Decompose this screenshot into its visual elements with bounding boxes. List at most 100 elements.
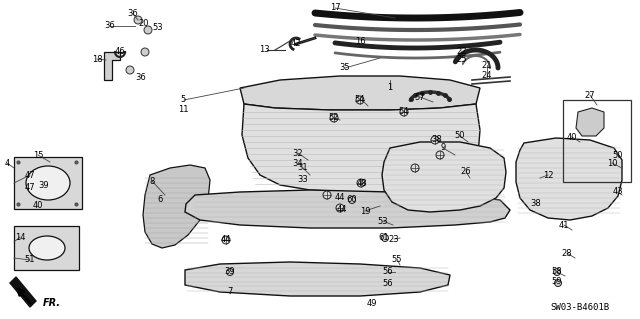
Circle shape (554, 269, 561, 276)
Text: 6: 6 (157, 196, 163, 204)
Text: 54: 54 (355, 95, 365, 105)
Circle shape (323, 191, 331, 199)
Circle shape (141, 48, 149, 56)
Text: 42: 42 (291, 40, 301, 48)
Text: 51: 51 (25, 256, 35, 264)
Circle shape (336, 204, 344, 212)
Text: 1: 1 (387, 84, 392, 93)
Text: 50: 50 (612, 152, 623, 160)
Text: 24: 24 (482, 70, 492, 79)
Text: 36: 36 (104, 21, 115, 31)
Text: 39: 39 (225, 268, 236, 277)
Text: 44: 44 (337, 205, 348, 214)
Circle shape (349, 197, 355, 204)
Text: 36: 36 (127, 10, 138, 19)
Text: 16: 16 (355, 38, 365, 47)
Text: 34: 34 (292, 159, 303, 167)
Text: 50: 50 (455, 131, 465, 140)
Text: 58: 58 (552, 268, 563, 277)
Circle shape (134, 16, 142, 24)
FancyBboxPatch shape (14, 157, 82, 209)
Text: 23: 23 (388, 234, 399, 243)
Text: 35: 35 (340, 63, 350, 72)
Text: 21: 21 (482, 61, 492, 70)
Text: 41: 41 (559, 220, 569, 229)
Text: 11: 11 (178, 106, 188, 115)
Text: 44: 44 (335, 192, 345, 202)
Polygon shape (185, 190, 510, 228)
Text: 61: 61 (379, 234, 389, 242)
Ellipse shape (26, 166, 70, 200)
Circle shape (144, 26, 152, 34)
Text: 28: 28 (562, 249, 572, 257)
Polygon shape (242, 104, 480, 192)
Ellipse shape (29, 236, 65, 260)
Text: 26: 26 (461, 167, 471, 176)
Text: 44: 44 (221, 235, 231, 244)
Text: 47: 47 (25, 170, 35, 180)
Text: 17: 17 (330, 4, 340, 12)
Text: 57: 57 (415, 93, 426, 101)
Text: 60: 60 (347, 196, 357, 204)
Text: 55: 55 (392, 255, 403, 263)
Text: 14: 14 (15, 233, 25, 241)
Text: 47: 47 (25, 183, 35, 192)
Text: 32: 32 (292, 149, 303, 158)
Text: 22: 22 (457, 47, 467, 56)
Text: 53: 53 (153, 23, 163, 32)
Text: 33: 33 (298, 175, 308, 184)
Text: 38: 38 (531, 199, 541, 209)
Text: 8: 8 (149, 176, 155, 186)
Polygon shape (240, 76, 480, 110)
Text: 10: 10 (607, 159, 617, 167)
Text: 43: 43 (612, 188, 623, 197)
Text: 39: 39 (38, 181, 49, 189)
Polygon shape (185, 262, 450, 296)
Text: 36: 36 (136, 73, 147, 83)
Text: SW03-B4601B: SW03-B4601B (550, 303, 609, 313)
Circle shape (126, 66, 134, 74)
Circle shape (357, 179, 365, 187)
Text: 7: 7 (227, 287, 233, 296)
Text: 27: 27 (585, 91, 595, 100)
Text: 48: 48 (356, 179, 367, 188)
Circle shape (400, 108, 408, 116)
Text: 56: 56 (383, 268, 394, 277)
Text: 4: 4 (4, 159, 10, 167)
FancyBboxPatch shape (14, 226, 79, 270)
Text: 18: 18 (92, 55, 102, 63)
Text: 31: 31 (298, 164, 308, 173)
Text: 9: 9 (440, 144, 445, 152)
Text: 12: 12 (543, 170, 553, 180)
Text: 49: 49 (367, 299, 377, 308)
Text: 20: 20 (139, 19, 149, 27)
Text: 25: 25 (457, 56, 467, 64)
Text: 53: 53 (378, 217, 388, 226)
Circle shape (222, 236, 230, 244)
Text: 46: 46 (115, 47, 125, 56)
Polygon shape (104, 52, 120, 80)
Circle shape (330, 114, 338, 122)
Text: 54: 54 (399, 108, 409, 116)
Text: 15: 15 (33, 151, 44, 160)
Polygon shape (516, 138, 622, 220)
Polygon shape (576, 108, 604, 136)
Text: 38: 38 (431, 136, 442, 145)
Polygon shape (143, 165, 210, 248)
Text: 13: 13 (259, 46, 269, 55)
Circle shape (356, 96, 364, 104)
Text: 59: 59 (552, 278, 563, 286)
Text: 40: 40 (567, 132, 577, 142)
Circle shape (411, 164, 419, 172)
Circle shape (227, 269, 234, 276)
Text: 19: 19 (360, 206, 371, 216)
Polygon shape (382, 142, 506, 212)
Text: FR.: FR. (43, 298, 61, 308)
Text: 40: 40 (33, 201, 44, 210)
Circle shape (381, 234, 388, 241)
Text: 56: 56 (383, 279, 394, 288)
Text: 52: 52 (329, 114, 339, 122)
Polygon shape (10, 277, 36, 307)
Text: 5: 5 (180, 95, 186, 105)
Circle shape (431, 136, 439, 144)
